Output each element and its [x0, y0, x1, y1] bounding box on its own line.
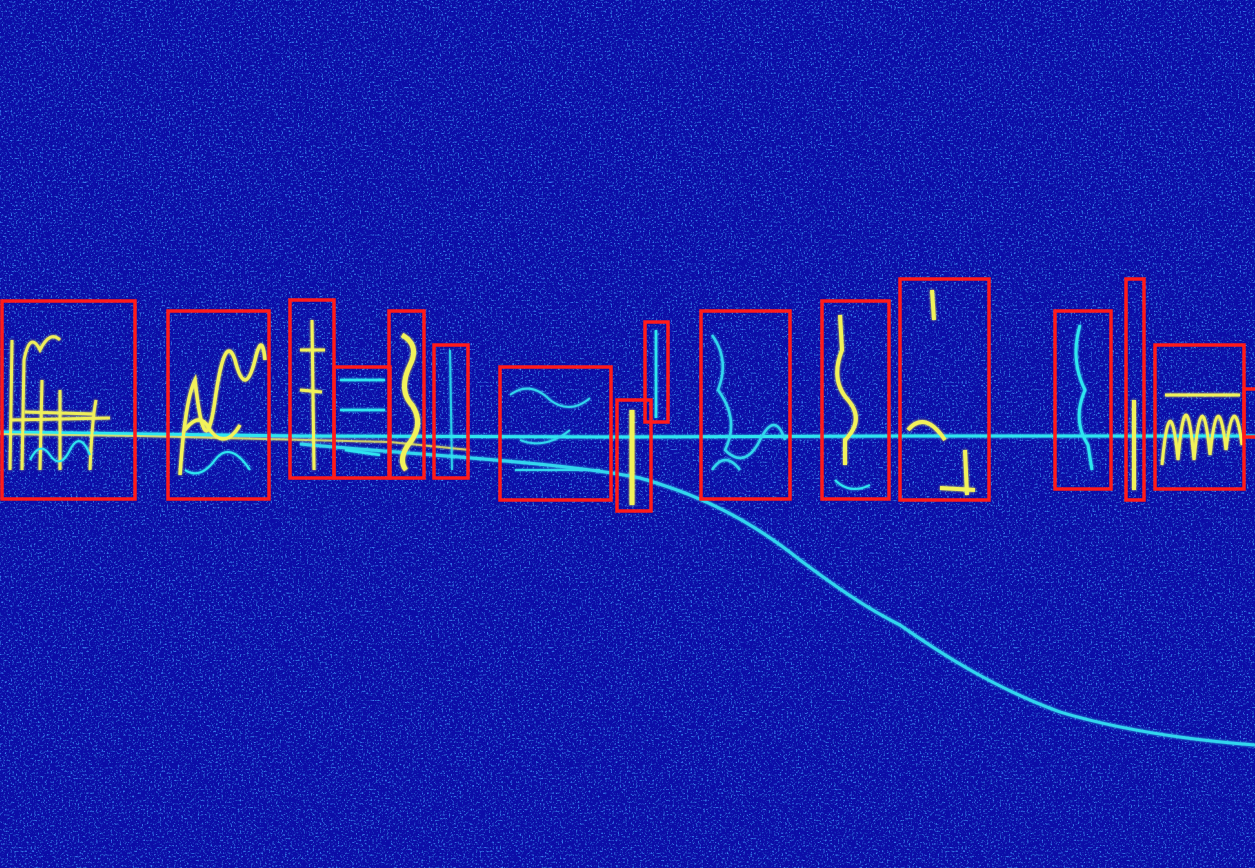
annotation-box-16	[1242, 387, 1255, 439]
trace-5	[400, 332, 421, 472]
annotation-box-13	[1053, 309, 1113, 491]
annotation-box-10	[699, 309, 792, 501]
trace-12	[906, 289, 976, 496]
signal-traces	[0, 289, 1255, 747]
trace-10	[710, 334, 787, 471]
trace-11b	[834, 479, 871, 490]
annotation-box-9	[643, 320, 670, 424]
trace-1	[8, 335, 111, 471]
trace-3	[299, 319, 325, 471]
annotation-box-2	[166, 309, 271, 501]
trace-6	[449, 349, 453, 471]
trace-2	[178, 343, 267, 476]
annotation-box-5	[387, 309, 426, 480]
trace-11	[835, 314, 858, 465]
trace-4	[340, 378, 385, 457]
carrier-line	[0, 430, 1255, 439]
annotation-box-12	[898, 277, 991, 502]
trace-1b	[29, 440, 91, 463]
annotation-box-6	[432, 343, 470, 480]
trace-7	[509, 387, 600, 471]
annotation-boxes	[0, 277, 1255, 513]
annotation-box-11	[820, 299, 891, 501]
annotation-box-8	[615, 398, 653, 513]
trace-15	[1160, 393, 1244, 466]
trace-13	[1074, 324, 1094, 471]
trace-2b	[184, 451, 251, 475]
carrier-line-hot	[0, 433, 471, 451]
annotation-box-1	[0, 299, 137, 501]
annotation-box-14	[1124, 277, 1146, 502]
annotation-box-7	[498, 365, 613, 502]
descending-sweep	[299, 442, 1255, 747]
